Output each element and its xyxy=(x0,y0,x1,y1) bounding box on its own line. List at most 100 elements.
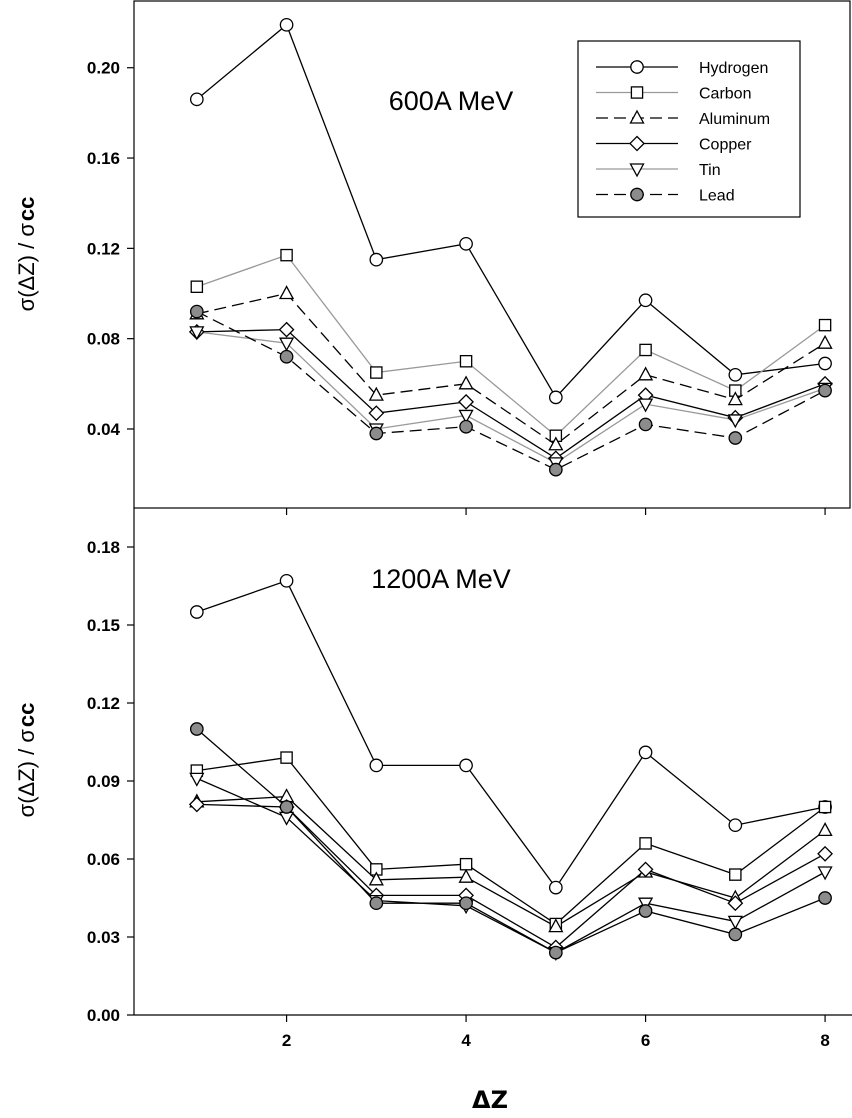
y-tick-label: 0.03 xyxy=(87,928,120,947)
series-line-tin xyxy=(196,777,826,954)
series-tin xyxy=(196,777,826,954)
data-point-tin-2 xyxy=(278,337,295,352)
y-tick-label: 0.18 xyxy=(87,538,120,557)
data-point-copper-8 xyxy=(817,845,833,862)
data-point-lead-3 xyxy=(369,896,384,911)
data-point-lead-1 xyxy=(189,304,204,319)
y-tick-label: 0.08 xyxy=(87,330,120,349)
data-point-tin-1 xyxy=(189,772,205,787)
series-line-copper xyxy=(196,328,826,460)
series-line-carbon xyxy=(196,254,826,437)
data-point-hydrogen-6 xyxy=(638,293,653,308)
legend-marker-tin xyxy=(629,163,645,178)
legend-label-tin: Tin xyxy=(699,162,721,179)
data-point-copper-7 xyxy=(727,895,744,912)
data-point-carbon-4 xyxy=(459,354,473,368)
series-markers-lead xyxy=(189,304,832,477)
series-line-lead xyxy=(196,310,826,471)
series-aluminum xyxy=(196,292,826,446)
legend-label-lead: Lead xyxy=(699,188,735,205)
data-point-carbon-6 xyxy=(639,837,652,850)
data-point-lead-8 xyxy=(818,891,832,905)
series-lead xyxy=(196,310,826,471)
data-point-aluminum-4 xyxy=(458,375,474,390)
series-line-hydrogen xyxy=(196,579,826,889)
data-point-carbon-4 xyxy=(459,857,473,871)
data-point-hydrogen-5 xyxy=(548,880,563,895)
series-markers-lead xyxy=(189,722,832,960)
series-copper xyxy=(196,328,826,460)
data-point-copper-1 xyxy=(188,796,205,813)
data-point-carbon-2 xyxy=(280,751,293,764)
data-point-aluminum-3 xyxy=(368,871,384,886)
panel-title: 600A MeV xyxy=(389,86,514,116)
data-point-aluminum-3 xyxy=(368,386,384,401)
data-point-hydrogen-5 xyxy=(548,390,563,405)
y-tick-label: 0.12 xyxy=(87,694,120,713)
data-point-lead-4 xyxy=(459,896,473,911)
series-line-aluminum xyxy=(196,795,826,928)
data-point-tin-4 xyxy=(458,409,474,424)
y-tick-label: 0.16 xyxy=(87,149,120,168)
series-lead xyxy=(196,728,826,954)
data-point-lead-5 xyxy=(548,945,563,960)
y-tick-label: 0.15 xyxy=(87,616,120,635)
data-point-hydrogen-2 xyxy=(279,573,294,588)
legend-label-aluminum: Aluminum xyxy=(699,111,770,128)
data-point-carbon-8 xyxy=(818,800,832,814)
data-point-tin-8 xyxy=(817,866,833,881)
series-carbon xyxy=(196,254,826,437)
data-point-hydrogen-2 xyxy=(279,17,294,32)
y-tick-label: 0.20 xyxy=(87,59,120,78)
series-hydrogen xyxy=(196,23,826,399)
series-hydrogen xyxy=(196,579,826,889)
data-point-lead-6 xyxy=(638,904,653,918)
data-point-hydrogen-7 xyxy=(728,818,743,833)
legend-label-carbon: Carbon xyxy=(699,86,751,103)
data-point-hydrogen-3 xyxy=(369,252,384,267)
series-markers-hydrogen xyxy=(189,17,832,405)
data-point-lead-8 xyxy=(818,383,832,398)
series-line-hydrogen xyxy=(196,23,826,399)
x-tick-label: 6 xyxy=(641,1031,650,1050)
data-point-hydrogen-1 xyxy=(189,92,204,107)
data-point-aluminum-2 xyxy=(278,285,295,300)
x-tick-label: 8 xyxy=(820,1031,829,1050)
series-carbon xyxy=(196,756,826,925)
y-axis-label: σ(ΔZ) / σcc xyxy=(14,703,39,818)
legend-box xyxy=(577,40,801,218)
series-line-aluminum xyxy=(196,292,826,446)
data-point-carbon-7 xyxy=(729,868,742,881)
legend-label-hydrogen: Hydrogen xyxy=(699,60,768,77)
data-point-carbon-8 xyxy=(818,318,832,332)
data-point-tin-6 xyxy=(637,398,654,413)
legend: Hydrogen Carbon Aluminum Copper Tin Lead xyxy=(577,40,801,218)
series-aluminum xyxy=(196,795,826,928)
data-point-hydrogen-1 xyxy=(189,605,204,619)
legend-marker-carbon xyxy=(630,86,644,99)
data-point-aluminum-4 xyxy=(458,868,474,883)
x-tick-label: 2 xyxy=(282,1031,291,1050)
data-point-lead-4 xyxy=(459,419,473,434)
data-point-copper-3 xyxy=(368,405,385,422)
legend-marker-aluminum xyxy=(629,109,645,124)
data-point-lead-6 xyxy=(638,417,653,432)
data-point-lead-2 xyxy=(279,349,294,364)
series-copper xyxy=(196,803,826,949)
data-point-lead-7 xyxy=(728,431,743,445)
y-tick-label: 0.06 xyxy=(87,850,120,869)
y-tick-label: 0.00 xyxy=(87,1006,120,1025)
data-point-aluminum-5 xyxy=(548,918,564,933)
data-point-hydrogen-3 xyxy=(369,758,384,773)
data-point-lead-7 xyxy=(728,927,743,942)
data-point-hydrogen-8 xyxy=(818,356,832,371)
series-line-carbon xyxy=(196,756,826,925)
series-line-copper xyxy=(196,803,826,949)
legend-label-copper: Copper xyxy=(699,137,752,154)
data-point-lead-5 xyxy=(548,462,563,477)
series-markers-hydrogen xyxy=(189,573,832,895)
data-point-aluminum-7 xyxy=(727,391,743,406)
data-point-tin-1 xyxy=(189,326,205,341)
data-point-hydrogen-7 xyxy=(728,367,743,382)
